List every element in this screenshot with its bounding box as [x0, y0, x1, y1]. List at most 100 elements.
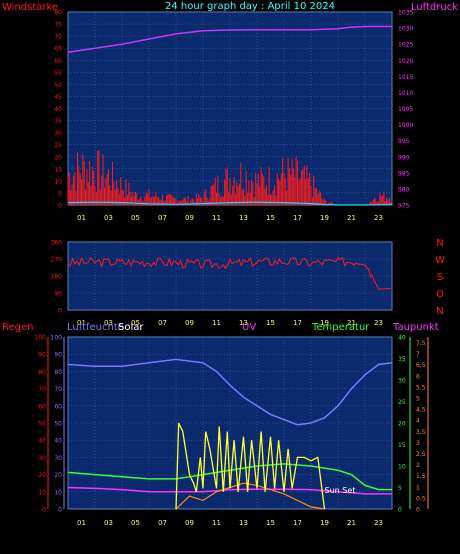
y-tick-temperatur: 10 [398, 464, 406, 471]
y2-tick-luftdruck: 1030 [398, 26, 413, 33]
series-solar [175, 422, 326, 510]
y-tick-uv: 6,5 [416, 362, 426, 369]
y-tick-temperatur: 35 [398, 356, 406, 363]
bot-x-tick: 13 [239, 519, 248, 527]
y-tick-windstaerke: 20 [54, 154, 62, 161]
y-tick-temperatur: 25 [398, 399, 406, 406]
y-tick-windrichtung: 0 [58, 308, 62, 315]
y-tick-uv: 2,5 [416, 451, 426, 458]
y-tick-uv: 0 [416, 507, 420, 514]
mid-x-tick: 03 [104, 319, 113, 327]
y2-axis-label-luftdruck: Luftdruck [411, 2, 458, 13]
series-windrichtung [67, 256, 391, 290]
label-regen: Regen [2, 322, 34, 333]
bot-x-tick: 19 [320, 519, 329, 527]
y-tick-uv: 3,5 [416, 429, 426, 436]
bot-x-tick: 05 [131, 519, 140, 527]
top-x-tick: 23 [374, 214, 383, 222]
top-x-tick: 19 [320, 214, 329, 222]
top-x-tick: 17 [293, 214, 302, 222]
y-tick-uv: 7 [416, 351, 420, 358]
y-tick-regen: 40 [38, 438, 46, 445]
y-tick-windstaerke: 30 [54, 130, 62, 137]
y-tick-temperatur: 20 [398, 421, 406, 428]
direction-label: S [437, 272, 443, 283]
y-tick-windstaerke: 5 [58, 190, 62, 197]
bot-x-tick: 15 [266, 519, 275, 527]
mid-x-tick: 23 [374, 319, 383, 327]
y2-tick-luftdruck: 985 [398, 170, 410, 177]
bot-x-tick: 23 [374, 519, 383, 527]
y-tick-luftfeuchte: 100 [51, 335, 63, 342]
label-temperatur: Temperatur [311, 322, 370, 333]
y2-tick-luftdruck: 1015 [398, 74, 413, 81]
y-tick-luftfeuchte: 90 [54, 352, 62, 359]
y2-tick-luftdruck: 1025 [398, 42, 413, 49]
y-tick-regen: 70 [38, 386, 46, 393]
y-tick-luftfeuchte: 50 [54, 421, 62, 428]
sun-set-annotation: Sun Set [325, 486, 356, 495]
mid-x-tick: 11 [212, 319, 221, 327]
y-tick-regen: 10 [38, 489, 46, 496]
direction-label: O [436, 289, 444, 300]
chart-title: 24 hour graph day : April 10 2024 [165, 1, 335, 12]
y-tick-uv: 1,5 [416, 473, 426, 480]
series-luftfeuchte [67, 358, 393, 426]
mid-x-tick: 07 [158, 319, 167, 327]
top-x-tick: 07 [158, 214, 167, 222]
y-tick-uv: 5 [416, 396, 420, 403]
y-tick-luftfeuchte: 30 [54, 455, 62, 462]
y-tick-uv: 3 [416, 440, 420, 447]
y-tick-luftfeuchte: 70 [54, 386, 62, 393]
y-tick-windstaerke: 75 [54, 22, 62, 29]
y2-tick-luftdruck: 1010 [398, 90, 413, 97]
top-x-tick: 01 [77, 214, 86, 222]
bot-x-tick: 07 [158, 519, 167, 527]
y-tick-regen: 30 [38, 455, 46, 462]
y-tick-windstaerke: 45 [54, 94, 62, 101]
y-tick-windstaerke: 55 [54, 70, 62, 77]
bot-x-tick: 21 [347, 519, 356, 527]
y-tick-uv: 4 [416, 418, 420, 425]
y-tick-windstaerke: 50 [54, 82, 62, 89]
direction-label: N [436, 306, 443, 317]
mid-x-tick: 09 [185, 319, 194, 327]
mid-x-tick: 05 [131, 319, 140, 327]
direction-label: W [435, 255, 445, 266]
y-tick-temperatur: 40 [398, 335, 406, 342]
y-tick-luftfeuchte: 10 [54, 489, 62, 496]
series-taupunkt [67, 486, 392, 495]
y2-tick-luftdruck: 980 [398, 186, 410, 193]
label-taupunkt: Taupunkt [392, 322, 439, 333]
top-x-tick: 05 [131, 214, 140, 222]
bot-x-tick: 01 [77, 519, 86, 527]
y-tick-luftfeuchte: 20 [54, 472, 62, 479]
y-tick-uv: 4,5 [416, 407, 426, 414]
mid-x-tick: 21 [347, 319, 356, 327]
y-tick-regen: 20 [38, 472, 46, 479]
top-x-tick: 15 [266, 214, 275, 222]
y-tick-luftfeuchte: 0 [58, 507, 62, 514]
top-x-tick: 11 [212, 214, 221, 222]
y2-tick-luftdruck: 1035 [398, 10, 413, 17]
top-x-tick: 09 [185, 214, 194, 222]
series-windboeen [67, 150, 392, 205]
y-tick-luftfeuchte: 80 [54, 369, 62, 376]
y-tick-windstaerke: 40 [54, 106, 62, 113]
y-tick-windstaerke: 70 [54, 34, 62, 41]
y-tick-regen: 100 [35, 335, 47, 342]
y-tick-temperatur: 0 [398, 507, 402, 514]
y-tick-luftfeuchte: 40 [54, 438, 62, 445]
top-x-tick: 21 [347, 214, 356, 222]
y-tick-windstaerke: 25 [54, 142, 62, 149]
y-tick-windrichtung: 360 [51, 240, 63, 247]
bot-x-tick: 09 [185, 519, 194, 527]
y-tick-regen: 0 [42, 507, 46, 514]
y-tick-uv: 1 [416, 484, 420, 491]
bot-x-tick: 11 [212, 519, 221, 527]
y-tick-luftfeuchte: 60 [54, 403, 62, 410]
top-x-tick: 03 [104, 214, 113, 222]
